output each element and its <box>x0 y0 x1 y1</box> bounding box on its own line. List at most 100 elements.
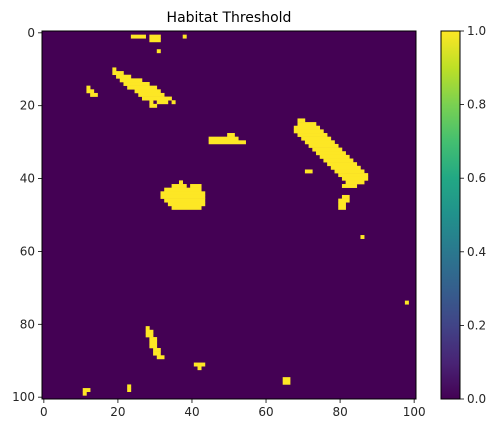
heatmap-cell-high <box>327 162 358 167</box>
heatmap-cell-high <box>179 180 184 185</box>
heatmap-cell-high <box>190 184 202 188</box>
heatmap-cell-high <box>149 103 158 108</box>
x-tick-label: 100 <box>403 405 426 419</box>
heatmap-cell-high <box>227 133 235 137</box>
heatmap-cell-high <box>119 78 143 83</box>
heatmap-cell-high <box>308 143 339 148</box>
heatmap-cell-high <box>112 67 117 72</box>
heatmap-cell-high <box>171 100 176 105</box>
heatmap-cell-high <box>338 173 369 178</box>
heatmap-cell-high <box>341 194 350 199</box>
y-tick-label: 20 <box>20 99 35 113</box>
heatmap-cell-high <box>153 347 161 352</box>
heatmap-cell-high <box>301 136 332 141</box>
heatmap-cell-high <box>282 380 291 385</box>
heatmap-cell-high <box>86 89 95 94</box>
heatmap-cell-high <box>141 96 172 101</box>
y-tick-label: 100 <box>12 390 35 404</box>
plot-frame <box>41 30 417 400</box>
heatmap-cell-high <box>341 176 369 181</box>
heatmap-cell-high <box>330 165 361 170</box>
heatmap-cell-high <box>149 100 154 105</box>
colorbar-axis: 0.0 0.2 0.4 0.6 0.8 1.0 <box>460 24 486 406</box>
heatmap-cell-high <box>130 34 146 39</box>
heatmap-cell-high <box>149 344 158 349</box>
colorbar-tick-label: 0.4 <box>467 245 486 259</box>
x-tick-label: 60 <box>258 405 273 419</box>
heatmap-background <box>42 31 416 399</box>
heatmap-cell-high <box>171 205 202 210</box>
heatmap-cell-high <box>90 92 98 97</box>
colorbar-tick-label: 0.8 <box>467 98 486 112</box>
heatmap-cell-high <box>160 194 206 199</box>
heatmap-cell-high <box>82 391 87 396</box>
heatmap-cell-high <box>149 34 161 39</box>
heatmap-cell-high <box>86 85 91 90</box>
heatmap-cell-high <box>82 388 91 393</box>
heatmap-cell-high <box>293 129 324 134</box>
heatmap-cell-high <box>145 326 150 331</box>
heatmap-cell-high <box>360 235 365 239</box>
heatmap-cell-high <box>404 300 409 305</box>
heatmap-cell-high <box>312 147 343 152</box>
heatmap-cell-high <box>297 118 306 123</box>
heatmap-cell-high <box>156 100 169 105</box>
heatmap-cell-high <box>116 74 132 79</box>
heatmap-cell-high <box>304 169 313 174</box>
heatmap-cell-high <box>323 158 354 163</box>
colorbar-tick-label: 0.0 <box>467 392 486 406</box>
x-axis: 0 20 40 60 80 100 <box>40 399 426 419</box>
heatmap-cell-high <box>338 198 350 203</box>
heatmap-cell-high <box>149 337 158 341</box>
heatmap-cell-high <box>334 169 365 174</box>
colorbar-tick-label: 0.6 <box>467 171 486 185</box>
x-tick-label: 40 <box>184 405 199 419</box>
heatmap-cell-high <box>145 333 154 338</box>
heatmap-cell-high <box>149 38 161 43</box>
heatmap-cell-high <box>164 187 202 192</box>
heatmap-cell-high <box>134 89 161 94</box>
heatmap-cell-high <box>338 205 346 210</box>
colorbar-tick-label: 1.0 <box>467 24 486 38</box>
heatmap-cell-high <box>208 136 239 141</box>
heatmap-cell-high <box>145 329 154 334</box>
heatmap-cell-high <box>345 180 365 185</box>
heatmap-cell-high <box>123 82 150 86</box>
y-axis: 0 20 40 60 80 100 <box>12 26 42 404</box>
heatmap-cell-high <box>297 122 317 127</box>
heatmap-cell-high <box>127 388 132 393</box>
y-tick-label: 40 <box>20 172 35 186</box>
heatmap-cell-high <box>338 202 346 207</box>
heatmap-cell-high <box>341 184 358 188</box>
heatmap-cell-high <box>167 202 206 207</box>
heatmap-cell-high <box>160 191 206 196</box>
heatmap-cell-high <box>208 140 246 145</box>
heatmap-cell-high <box>149 340 158 345</box>
heatmap-cell-high <box>153 351 161 356</box>
x-tick-label: 0 <box>40 405 48 419</box>
heatmap-cell-high <box>316 151 346 156</box>
y-tick-label: 80 <box>20 317 35 331</box>
heatmap-cell-high <box>112 71 124 76</box>
chart-title: Habitat Threshold <box>167 10 292 26</box>
heatmap-cell-high <box>138 92 165 97</box>
heatmap-cell-high <box>164 198 206 203</box>
heatmap-cell-high <box>197 366 202 371</box>
heatmap-cell-high <box>156 355 165 360</box>
heatmap-cell-high <box>319 154 350 159</box>
heatmap-cell-high <box>127 85 158 90</box>
heatmap-cell-high <box>193 362 206 367</box>
colorbar <box>440 30 461 400</box>
heatmap-cell-high <box>182 34 187 39</box>
heatmap <box>42 31 416 399</box>
x-tick-label: 20 <box>110 405 125 419</box>
heatmap-cell-high <box>297 133 328 137</box>
heatmap-cell-high <box>304 140 335 145</box>
y-tick-label: 0 <box>27 26 35 40</box>
colorbar-tick-label: 0.2 <box>467 318 486 332</box>
y-tick-label: 60 <box>20 244 35 258</box>
x-tick-label: 80 <box>332 405 347 419</box>
heatmap-cell-high <box>282 377 291 382</box>
heatmap-cell-high <box>156 49 161 54</box>
